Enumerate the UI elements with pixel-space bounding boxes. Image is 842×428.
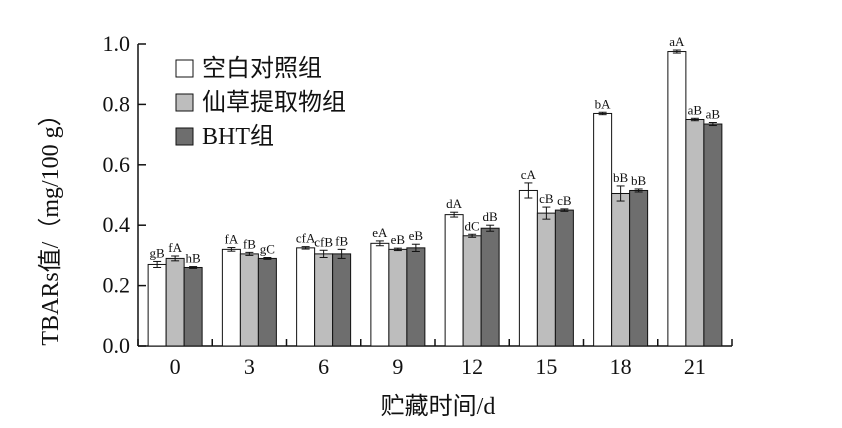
- y-axis-label: TBARs值/（mg/100 g）: [37, 102, 64, 345]
- bar: [554, 209, 574, 347]
- bar: [370, 242, 390, 347]
- bar: [703, 123, 723, 347]
- bar-label: cB: [557, 193, 572, 208]
- bar: [257, 257, 277, 347]
- bar: [296, 247, 316, 347]
- bar-label: dB: [483, 209, 499, 224]
- bar-label: eA: [372, 225, 388, 240]
- bar-label: bA: [595, 96, 612, 111]
- bar: [388, 248, 408, 347]
- bar: [667, 51, 687, 347]
- bar-label: cB: [539, 191, 554, 206]
- bar: [536, 212, 556, 347]
- axes: 0.0 0.2 0.4 0.6 0.8 1.0 0 3 6 9 12 15 18 21: [103, 31, 733, 379]
- bar: [462, 235, 482, 347]
- bar: [444, 214, 464, 347]
- bar: [406, 247, 426, 347]
- x-tick-label: 18: [610, 354, 632, 379]
- bar-label: aB: [706, 107, 721, 122]
- bar: [332, 253, 352, 347]
- bar-label: aB: [688, 102, 703, 117]
- bar-label: fA: [225, 232, 239, 247]
- y-tick-label: 0.0: [103, 333, 131, 358]
- bar: [480, 227, 500, 347]
- x-tick-label: 9: [392, 354, 403, 379]
- y-tick-label: 1.0: [103, 31, 131, 56]
- x-axis-label: 贮藏时间/d: [381, 393, 496, 420]
- bar-label: dA: [446, 196, 463, 211]
- bar-label: fA: [168, 240, 182, 255]
- legend-swatch: [175, 93, 194, 112]
- legend-swatch: [175, 59, 194, 78]
- x-tick-label: 12: [461, 354, 483, 379]
- bar-label: cfB: [314, 234, 333, 249]
- y-tick-label: 0.4: [103, 212, 131, 237]
- bar-label: cfA: [296, 231, 316, 246]
- x-tick-label: 21: [684, 354, 706, 379]
- bar: [518, 189, 538, 347]
- x-tick-label: 15: [535, 354, 557, 379]
- legend-label: 仙草提取物组: [202, 89, 346, 116]
- bar: [593, 112, 613, 347]
- bar: [629, 189, 649, 347]
- bar-label: gB: [150, 245, 166, 260]
- bar-label: eB: [409, 228, 424, 243]
- bar: [221, 248, 241, 347]
- bar-label: hB: [186, 251, 202, 266]
- x-tick-label: 0: [170, 354, 181, 379]
- bar-label: gC: [260, 242, 275, 257]
- bar-label: bB: [613, 170, 629, 185]
- y-tick-label: 0.8: [103, 91, 131, 116]
- bar: [147, 263, 167, 347]
- y-tick-label: 0.2: [103, 273, 131, 298]
- y-tick-label: 0.6: [103, 152, 131, 177]
- bar: [239, 253, 259, 347]
- bar-label: aA: [669, 34, 685, 49]
- bar: [314, 253, 334, 347]
- x-tick-label: 6: [318, 354, 329, 379]
- bar: [183, 266, 203, 347]
- legend-swatch: [175, 127, 194, 146]
- bar-label: dC: [465, 218, 480, 233]
- bar: [165, 257, 185, 347]
- legend-label: BHT组: [202, 123, 274, 150]
- bar-label: eB: [391, 232, 406, 247]
- bar-label: cA: [521, 167, 537, 182]
- bar: [611, 192, 631, 347]
- x-tick-label: 3: [244, 354, 255, 379]
- bar-label: fB: [243, 236, 256, 251]
- bar-label: fB: [335, 233, 348, 248]
- bar: [685, 119, 705, 347]
- legend-label: 空白对照组: [202, 55, 322, 82]
- bar-label: bB: [631, 173, 647, 188]
